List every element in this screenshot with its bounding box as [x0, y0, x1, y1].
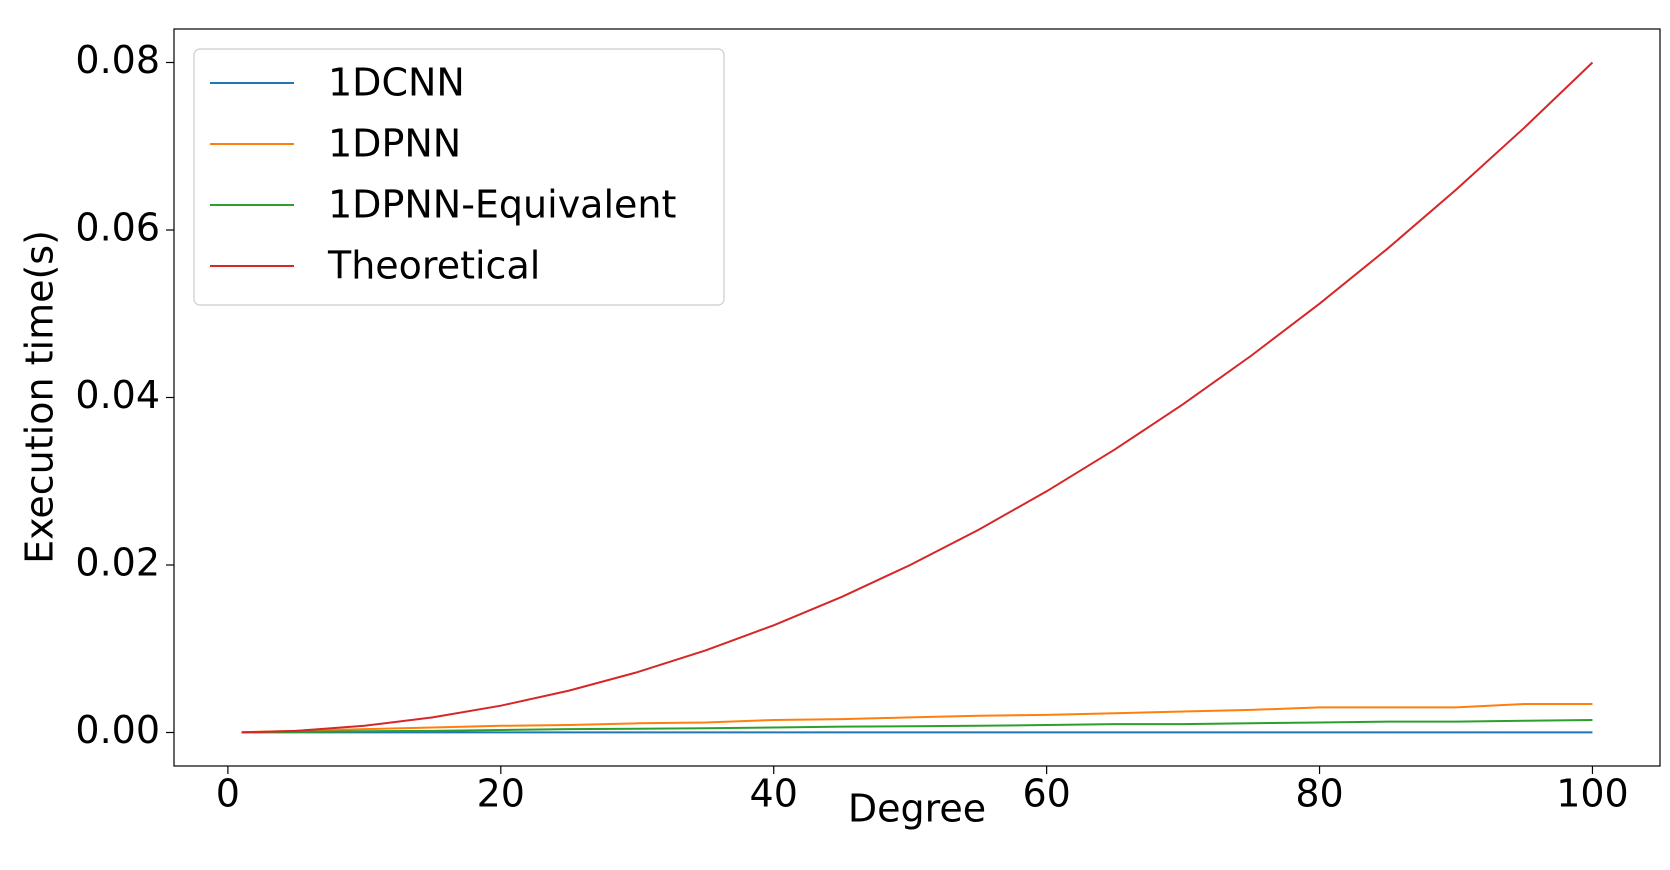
y-tick-label: 0.04	[75, 373, 160, 417]
legend: 1DCNN 1DPNN 1DPNN-Equivalent Theoretical	[193, 48, 725, 306]
line-series	[241, 703, 1593, 734]
y-tick-label: 0.06	[75, 206, 160, 250]
x-tick-label: 80	[1295, 772, 1343, 816]
x-tick-label: 40	[750, 772, 798, 816]
x-tick-label: 60	[1022, 772, 1070, 816]
line-series	[241, 718, 1593, 734]
legend-label: 1DCNN	[328, 61, 465, 105]
legend-label: 1DPNN	[328, 122, 461, 166]
legend-box	[193, 48, 725, 306]
x-tick-label: 20	[477, 772, 525, 816]
y-tick-label: 0.02	[75, 541, 160, 585]
x-tick-label: 100	[1556, 772, 1629, 816]
legend-label: Theoretical	[327, 244, 540, 288]
y-tick-label: 0.00	[75, 708, 160, 752]
plot-frame	[173, 28, 1661, 767]
y-tick-label: 0.08	[75, 38, 160, 82]
legend-label: 1DPNN-Equivalent	[328, 183, 676, 227]
x-axis-label: Degree	[848, 787, 986, 831]
line-series	[241, 61, 1594, 734]
y-axis-label: Execution time(s)	[18, 230, 62, 564]
x-tick-label: 0	[216, 772, 240, 816]
